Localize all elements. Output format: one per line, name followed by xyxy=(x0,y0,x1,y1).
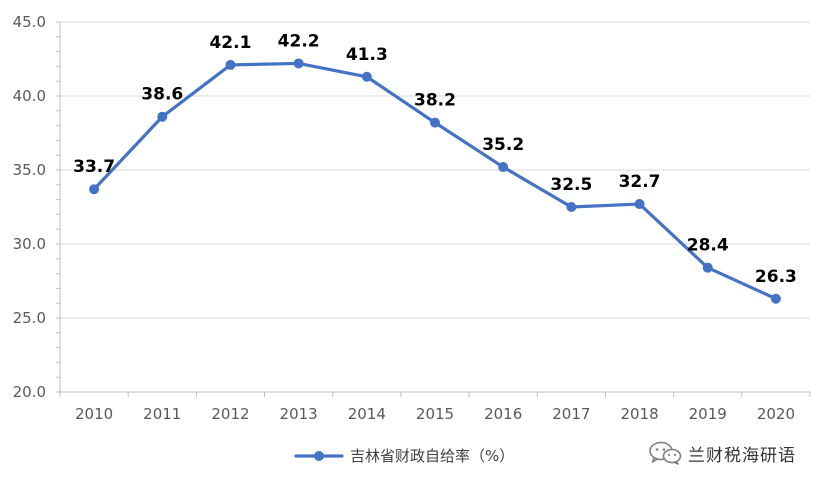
data-point xyxy=(770,293,781,304)
data-label: 35.2 xyxy=(482,135,524,155)
y-tick-label: 30.0 xyxy=(13,235,46,253)
y-tick-label: 40.0 xyxy=(13,87,46,105)
data-label: 33.7 xyxy=(73,157,115,177)
x-tick-label: 2016 xyxy=(484,405,522,423)
watermark: 兰财税海研语 xyxy=(648,440,796,466)
watermark-text: 兰财税海研语 xyxy=(688,445,796,466)
axes: 20.0 25.0 30.0 35.0 40.0 45.0 2010 2011 2012 2013… xyxy=(13,13,811,423)
x-tick-label: 2014 xyxy=(348,405,386,423)
series-line xyxy=(89,58,781,304)
x-tick-label: 2018 xyxy=(620,405,658,423)
data-labels: 33.7 38.6 42.1 42.2 41.3 38.2 35.2 32.5 32.7 28.4… xyxy=(73,31,797,286)
gridlines xyxy=(60,21,810,319)
x-tick-label: 2012 xyxy=(211,405,249,423)
data-point xyxy=(89,184,100,195)
data-point xyxy=(157,111,168,122)
wechat-icon xyxy=(649,441,682,465)
data-label: 41.3 xyxy=(346,45,388,65)
y-tick-label: 35.0 xyxy=(13,161,46,179)
y-tick-label: 20.0 xyxy=(13,383,46,401)
x-tick-label: 2015 xyxy=(416,405,454,423)
x-tick-label: 2017 xyxy=(552,405,590,423)
data-point xyxy=(498,162,509,173)
data-label: 32.7 xyxy=(619,172,661,192)
y-tick-label: 25.0 xyxy=(13,309,46,327)
data-label: 38.2 xyxy=(414,91,456,111)
data-point xyxy=(225,59,236,70)
data-label: 38.6 xyxy=(141,85,183,105)
data-point xyxy=(293,58,304,69)
data-point xyxy=(566,202,577,212)
legend-marker xyxy=(314,451,324,461)
data-point xyxy=(634,199,645,210)
data-point xyxy=(702,262,713,273)
legend: 吉林省财政自给率（%） xyxy=(294,447,514,465)
data-point xyxy=(361,71,372,82)
x-tick-label: 2019 xyxy=(689,405,727,423)
y-tick-label: 45.0 xyxy=(13,13,46,31)
x-tick-label: 2013 xyxy=(280,405,318,423)
x-tick-label: 2011 xyxy=(143,405,181,423)
data-point xyxy=(430,117,440,128)
data-label: 32.5 xyxy=(550,175,592,195)
legend-label: 吉林省财政自给率（%） xyxy=(350,447,514,465)
data-label: 42.1 xyxy=(209,33,251,53)
x-tick-label: 2020 xyxy=(757,405,795,423)
data-label: 26.3 xyxy=(755,267,797,287)
data-label: 28.4 xyxy=(687,236,729,256)
data-label: 42.2 xyxy=(278,31,320,51)
x-tick-label: 2010 xyxy=(75,405,113,423)
